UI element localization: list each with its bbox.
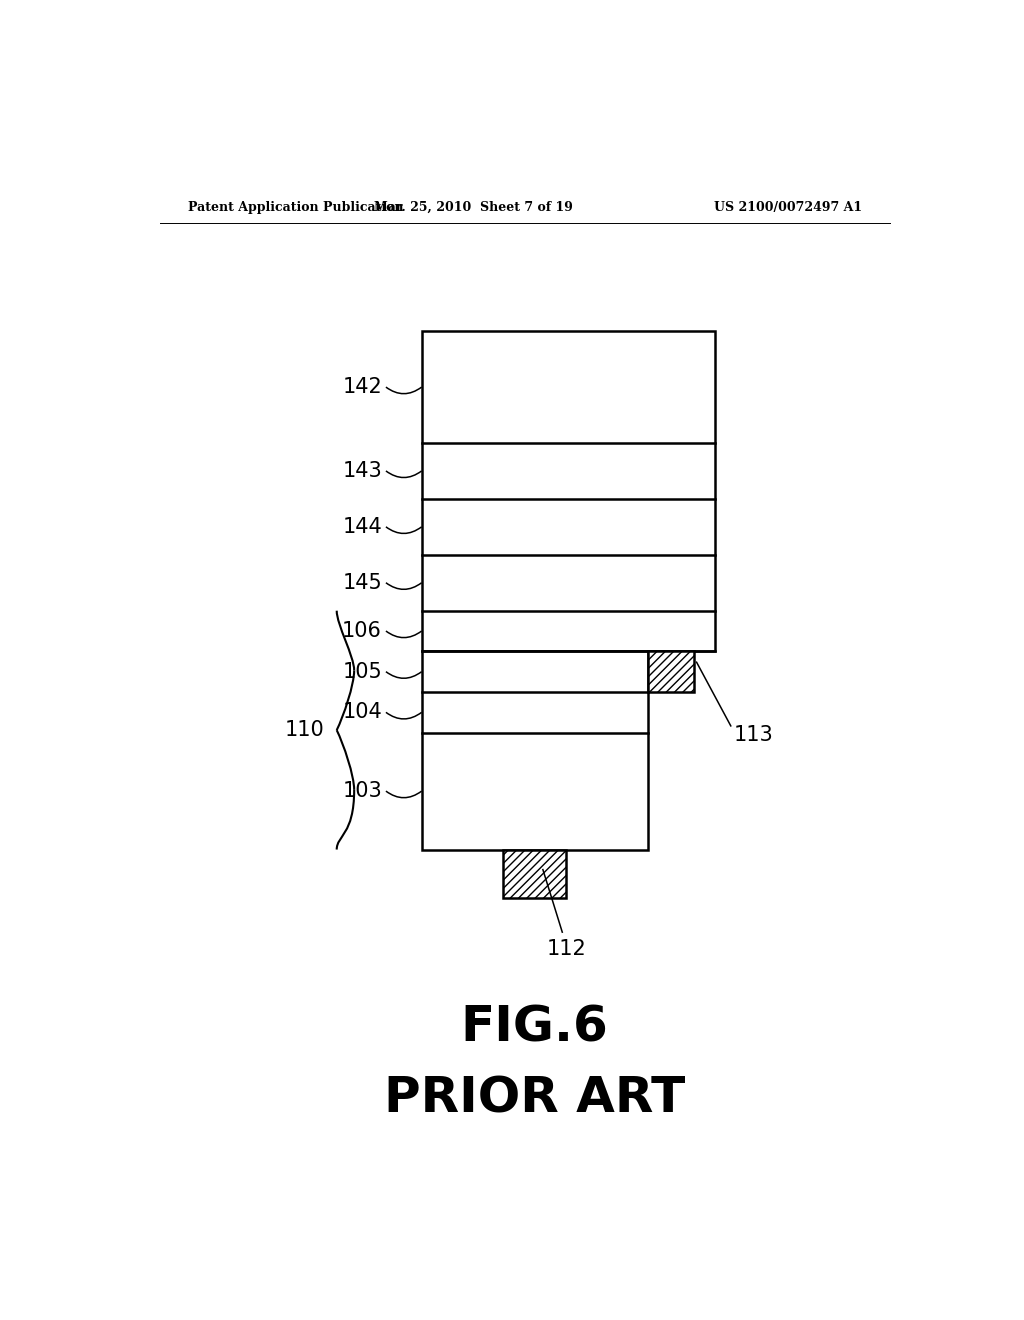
Text: Mar. 25, 2010  Sheet 7 of 19: Mar. 25, 2010 Sheet 7 of 19 bbox=[374, 201, 572, 214]
Text: 103: 103 bbox=[342, 781, 382, 801]
Text: 104: 104 bbox=[342, 702, 382, 722]
Bar bbox=[648, 651, 694, 692]
Text: PRIOR ART: PRIOR ART bbox=[384, 1074, 685, 1122]
Bar bbox=[422, 331, 715, 651]
Bar bbox=[422, 651, 648, 850]
Bar bbox=[503, 850, 566, 899]
Text: 106: 106 bbox=[342, 620, 382, 642]
Text: 145: 145 bbox=[342, 573, 382, 593]
Text: 113: 113 bbox=[733, 725, 773, 744]
Text: 105: 105 bbox=[342, 661, 382, 681]
Text: 142: 142 bbox=[342, 378, 382, 397]
Text: Patent Application Publication: Patent Application Publication bbox=[187, 201, 403, 214]
Text: 143: 143 bbox=[342, 461, 382, 480]
Text: 144: 144 bbox=[342, 517, 382, 537]
Text: US 2100/0072497 A1: US 2100/0072497 A1 bbox=[714, 201, 862, 214]
Text: 112: 112 bbox=[547, 939, 587, 960]
Text: FIG.6: FIG.6 bbox=[461, 1003, 608, 1052]
Text: 110: 110 bbox=[285, 721, 325, 741]
